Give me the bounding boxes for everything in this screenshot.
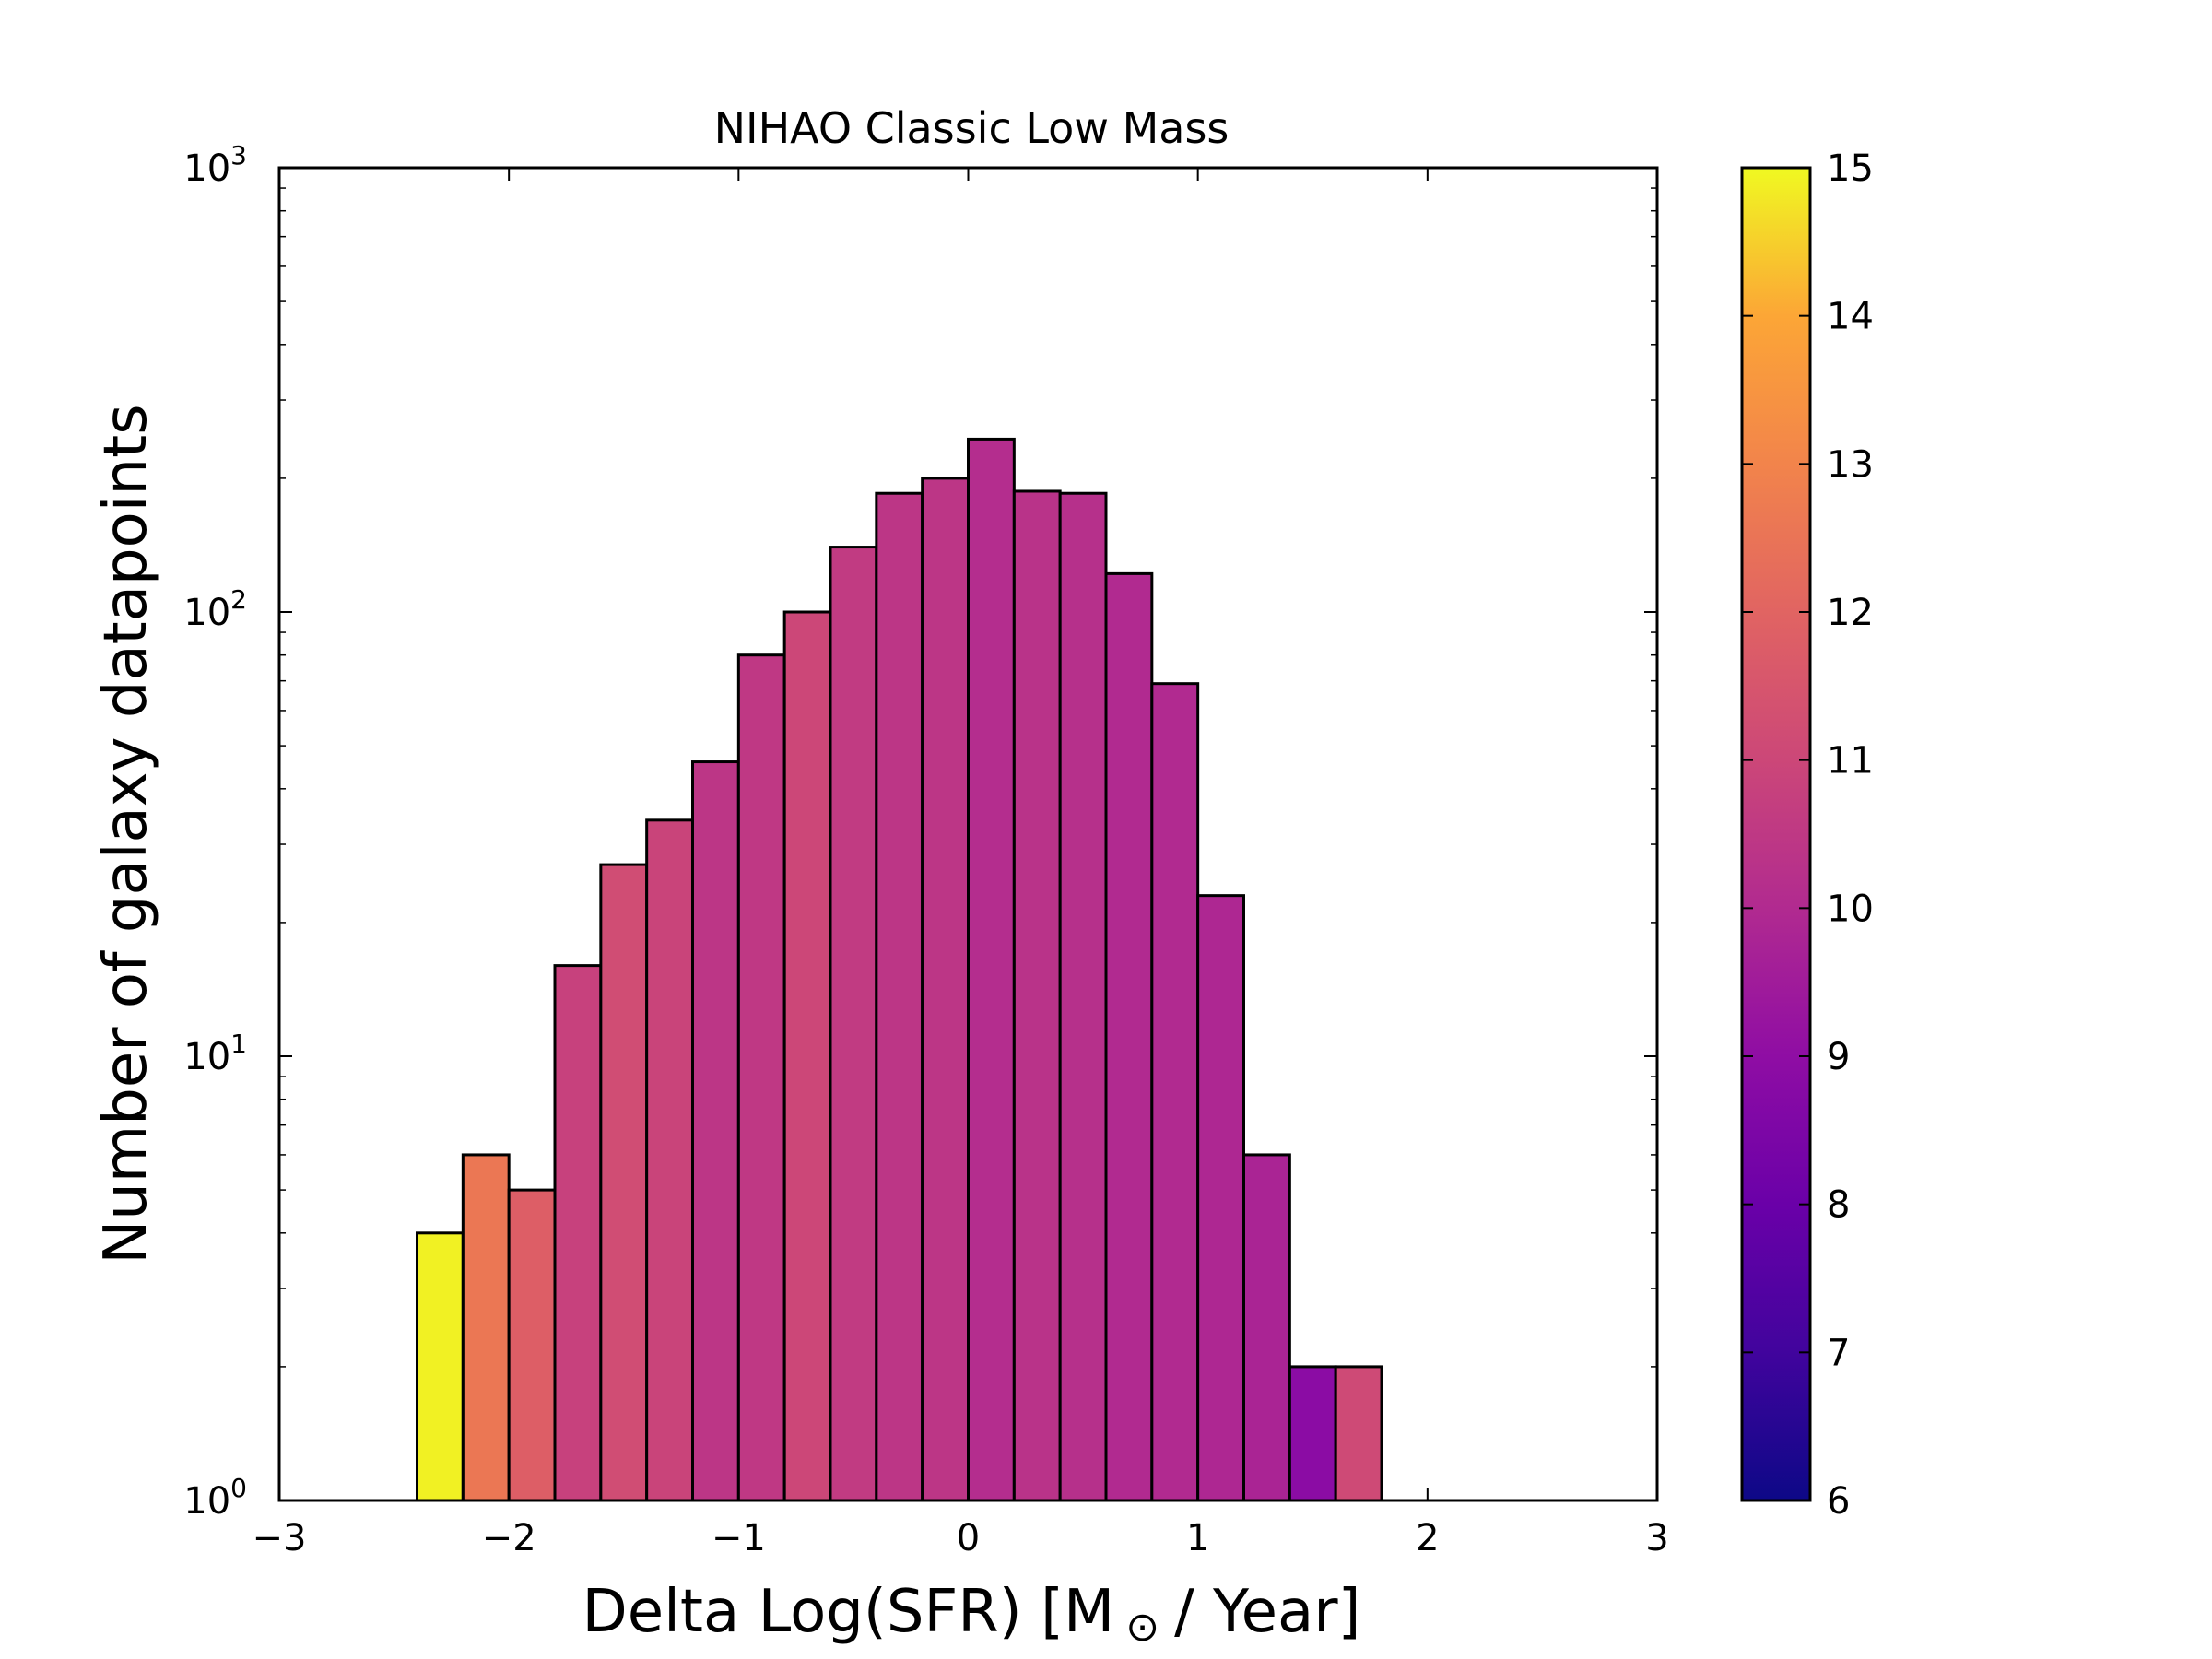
chart-title: NIHAO Classic Low Mass [714,103,1230,153]
colorbar-tick-label: 10 [1827,888,1874,930]
y-axis-label: Number of galaxy datapoints [92,404,160,1264]
histogram-bar [782,610,832,1502]
y-tick-label-base: 10 [183,592,230,634]
x-tick-label: 1 [1186,1517,1209,1559]
histogram-bars [416,437,1383,1502]
colorbar-tick-label: 13 [1827,443,1874,486]
histogram-bar [507,1188,557,1502]
y-tick-label-exponent: 0 [230,1473,247,1503]
colorbar-ticks: 6 7 8 9 10 11 12 13 14 15 [1742,147,1874,1523]
y-tick-label: 100 [183,1473,247,1523]
x-tick-label: 3 [1645,1517,1668,1559]
y-tick-label: 103 [183,140,247,190]
histogram-bar [967,437,1016,1502]
solar-symbol: ⊙ [1125,1604,1159,1651]
colorbar [1740,166,1812,1502]
y-tick-label: 102 [183,584,247,634]
histogram-bar [1012,489,1062,1502]
histogram-bar [691,760,740,1502]
histogram-bar [461,1153,511,1502]
x-tick-label: −3 [253,1517,307,1559]
colorbar-tick-label: 14 [1827,296,1874,338]
histogram-bar [1334,1365,1383,1502]
histogram-bar [416,1231,465,1502]
y-tick-label-base: 10 [183,1036,230,1078]
x-tick-labels: −3 −2 −1 0 1 2 3 [253,1517,1669,1559]
histogram-bar [1288,1365,1337,1502]
y-tick-label-base: 10 [183,1480,230,1523]
x-tick-label: 2 [1416,1517,1439,1559]
x-tick-label: −2 [482,1517,536,1559]
histogram-bar [736,653,786,1502]
plot-frame [277,166,1659,1502]
x-axis-label: Delta Log(SFR) [M ⊙ / Year] [582,1578,1360,1651]
colorbar-tick-label: 7 [1827,1332,1850,1374]
histogram-bar [1242,1153,1291,1502]
x-tick-label: 0 [957,1517,980,1559]
y-tick-label-base: 10 [183,147,230,190]
colorbar-tick-label: 6 [1827,1480,1850,1523]
x-axis-label-suffix: / Year] [1174,1578,1360,1646]
colorbar-tick-label: 8 [1827,1184,1850,1227]
histogram-bar [829,546,878,1502]
y-tick-label-exponent: 2 [230,584,247,615]
colorbar-tick-label: 9 [1827,1036,1850,1078]
y-tick-label-exponent: 3 [230,140,247,171]
histogram-bar [1058,491,1108,1502]
histogram-bar [553,964,603,1502]
x-tick-label: −1 [712,1517,766,1559]
y-tick-label-exponent: 1 [230,1029,247,1059]
histogram-bar [875,491,924,1502]
colorbar-tick-label: 11 [1827,740,1874,782]
histogram-bar [1104,571,1154,1502]
histogram-bar [1150,682,1200,1502]
histogram-bar [921,477,971,1502]
colorbar-tick-label: 12 [1827,592,1874,634]
histogram-bar [1196,894,1245,1502]
x-axis-label-main: Delta Log(SFR) [M [582,1578,1114,1646]
y-tick-label: 101 [183,1029,247,1078]
histogram-bar [645,818,695,1502]
colorbar-tick-label: 15 [1827,147,1874,190]
histogram-bar [599,863,649,1502]
